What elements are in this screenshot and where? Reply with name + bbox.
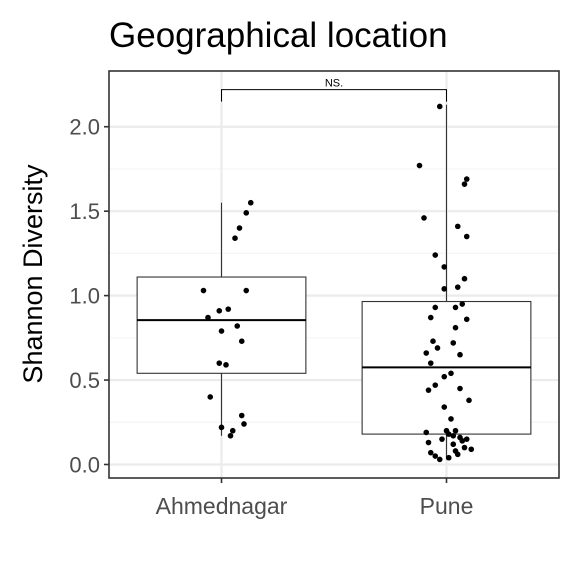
data-point [448, 370, 454, 377]
data-point [463, 233, 470, 240]
data-point [450, 441, 457, 448]
data-point [452, 324, 459, 331]
data-point [432, 382, 439, 388]
data-point [427, 314, 434, 321]
data-point [454, 223, 461, 230]
data-point [441, 264, 448, 270]
y-tick-label: 0.5 [69, 368, 100, 393]
data-point [223, 362, 229, 368]
x-axis: Ahmednagar Pune [156, 478, 474, 519]
data-point [441, 404, 448, 410]
y-tick-label: 1.0 [69, 284, 100, 309]
data-point [463, 436, 470, 442]
data-point [425, 439, 432, 446]
data-point [452, 427, 459, 434]
data-point [243, 287, 250, 294]
data-point [229, 427, 236, 434]
data-point [461, 444, 468, 451]
data-point [427, 449, 434, 456]
box-iqr [136, 276, 307, 374]
data-point [243, 210, 250, 216]
significance-label: NS. [325, 78, 343, 90]
data-point [448, 416, 454, 422]
data-point [466, 397, 472, 404]
data-point [421, 215, 427, 221]
data-point [427, 360, 434, 366]
data-point [450, 340, 457, 346]
x-tick-label: Ahmednagar [156, 493, 288, 519]
y-tick-label: 2.0 [69, 115, 100, 140]
data-point [441, 286, 448, 292]
data-point [450, 432, 457, 439]
data-point [218, 328, 225, 334]
data-point [441, 373, 448, 380]
data-point [416, 162, 423, 169]
chart-title: Geographical location [109, 16, 448, 55]
data-point [238, 412, 245, 419]
data-point [236, 225, 243, 231]
data-point [463, 176, 470, 182]
data-point [461, 275, 468, 282]
data-point [432, 304, 439, 311]
data-point [459, 438, 466, 444]
data-point [457, 385, 463, 392]
data-point [227, 432, 234, 439]
data-point [457, 351, 463, 358]
data-point [216, 360, 223, 366]
data-point [216, 308, 223, 314]
data-point [454, 451, 461, 458]
significance-bracket: NS. [221, 78, 447, 102]
data-point [454, 284, 461, 290]
data-point [207, 394, 214, 400]
data-point [423, 350, 430, 356]
plot-panel-border [108, 70, 560, 479]
data-point [445, 454, 452, 461]
data-point [234, 323, 241, 329]
data-point [463, 316, 470, 323]
data-point [434, 345, 441, 351]
data-point [432, 252, 439, 258]
y-axis-label: Shannon Diversity [18, 164, 48, 384]
data-point [225, 306, 232, 312]
data-point [432, 453, 439, 459]
points [200, 103, 475, 463]
significance-line [221, 89, 447, 102]
boxes [136, 104, 532, 460]
data-point [468, 446, 475, 453]
data-point [425, 387, 432, 393]
y-tick-label: 0.0 [69, 452, 100, 477]
data-point [200, 287, 207, 294]
data-point [238, 338, 245, 345]
y-tick-label: 1.5 [69, 199, 100, 224]
data-point [423, 429, 430, 436]
x-tick-label: Pune [420, 493, 474, 519]
data-point [247, 199, 254, 206]
data-point [205, 314, 211, 321]
data-point [241, 421, 247, 427]
data-point [459, 301, 466, 307]
data-point [439, 436, 445, 442]
data-point [445, 431, 452, 437]
data-point [218, 424, 225, 431]
data-point [232, 235, 238, 241]
data-point [452, 304, 459, 311]
data-point [436, 103, 443, 110]
y-axis: 0.0 0.5 1.0 1.5 2.0 [69, 115, 109, 477]
data-point [436, 456, 443, 463]
data-point [461, 181, 468, 187]
data-point [430, 338, 436, 345]
